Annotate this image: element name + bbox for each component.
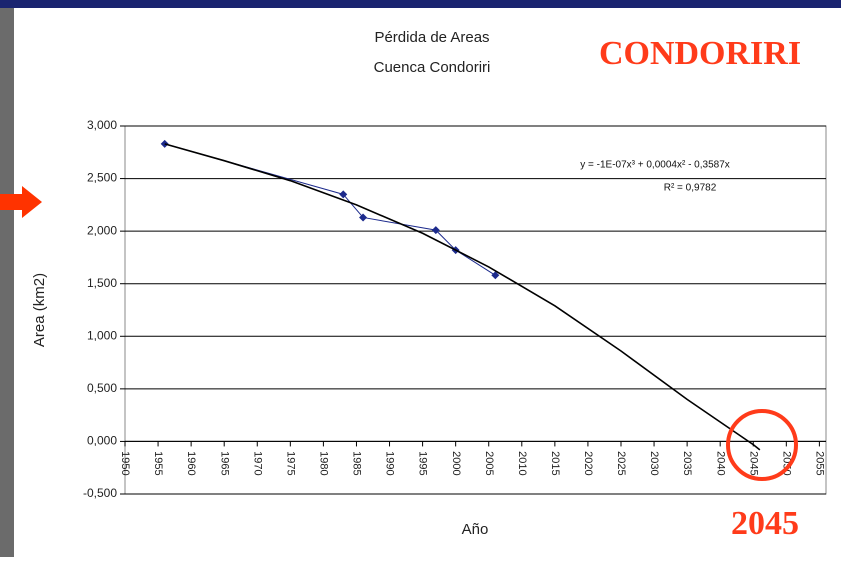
- x-tick-label: 2040: [714, 451, 726, 475]
- y-tick-label: 3,000: [87, 118, 117, 132]
- y-tick-label: 2,500: [87, 171, 117, 185]
- x-tick-label: 1980: [317, 451, 329, 475]
- x-tick-label: 2020: [582, 451, 594, 475]
- chart: Pérdida de Areas Cuenca Condoriri CONDOR…: [0, 0, 841, 557]
- left-strip: [0, 8, 14, 557]
- r-squared: R² = 0,9782: [664, 183, 717, 194]
- y-tick-label: -0,500: [83, 486, 117, 500]
- x-tick-label: 1985: [351, 451, 363, 475]
- y-tick-label: 0,500: [87, 381, 117, 395]
- y-tick-label: 1,000: [87, 328, 117, 342]
- chart-title: Pérdida de Areas: [374, 29, 489, 46]
- x-tick-label: 1970: [251, 451, 263, 475]
- x-tick-label: 2025: [615, 451, 627, 475]
- x-tick-label: 2055: [813, 451, 825, 475]
- y-tick-label: 1,500: [87, 276, 117, 290]
- x-tick-label: 1995: [417, 451, 429, 475]
- x-axis-label: Año: [462, 521, 489, 538]
- x-tick-label: 2005: [483, 451, 495, 475]
- x-tick-label: 2000: [450, 451, 462, 475]
- x-tick-label: 1950: [119, 451, 131, 475]
- x-tick-label: 2010: [516, 451, 528, 475]
- x-tick-label: 2015: [549, 451, 561, 475]
- y-tick-label: 2,000: [87, 223, 117, 237]
- x-tick-label: 2045: [747, 451, 759, 475]
- x-tick-label: 1965: [218, 451, 230, 475]
- x-tick-label: 1955: [152, 451, 164, 475]
- basin-label: CONDORIRI: [599, 35, 801, 72]
- x-tick-label: 2030: [648, 451, 660, 475]
- x-tick-label: 1990: [384, 451, 396, 475]
- highlight-year: 2045: [731, 505, 799, 542]
- y-axis-label: Area (km2): [31, 273, 48, 347]
- chart-subtitle: Cuenca Condoriri: [374, 59, 491, 76]
- x-tick-label: 2035: [681, 451, 693, 475]
- x-tick-label: 1975: [284, 451, 296, 475]
- y-tick-label: 0,000: [87, 434, 117, 448]
- equation: y = -1E-07x³ + 0,0004x² - 0,3587x: [580, 160, 730, 171]
- x-tick-label: 1960: [185, 451, 197, 475]
